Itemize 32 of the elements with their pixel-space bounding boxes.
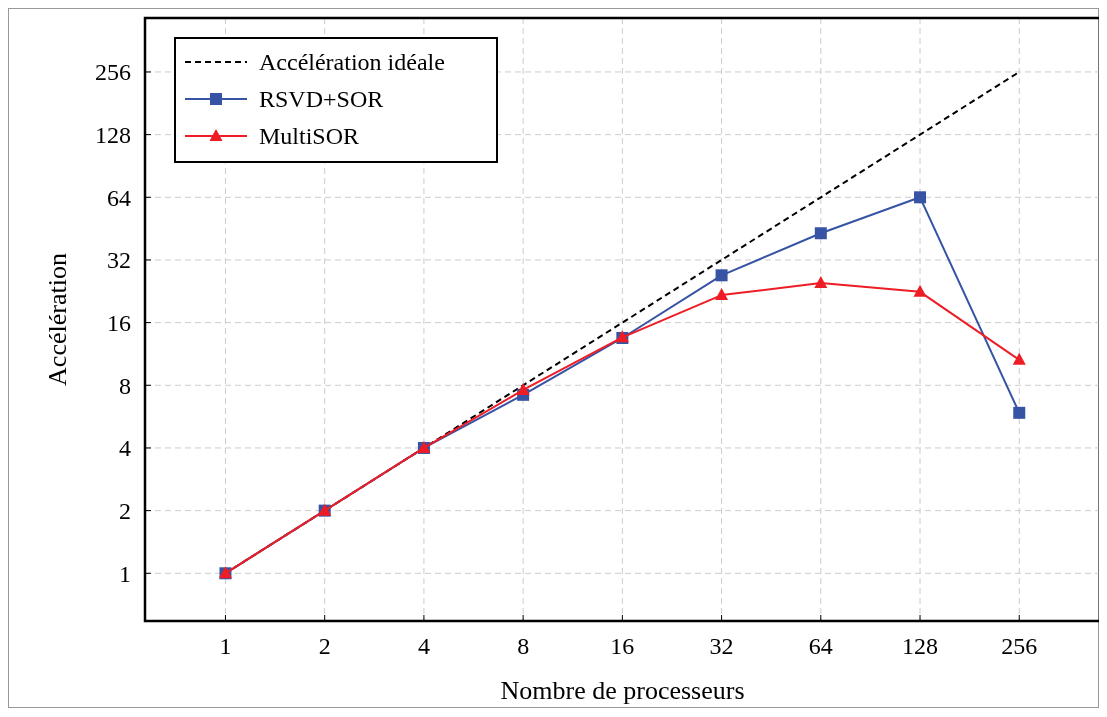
- point: [814, 227, 827, 240]
- x-axis-title: Nombre de processeurs: [500, 676, 745, 705]
- x-tick-label: 256: [1001, 633, 1038, 659]
- legend-label: Accélération idéale: [259, 49, 445, 76]
- y-tick-label: 8: [119, 372, 131, 399]
- y-tick-label: 128: [95, 122, 131, 149]
- x-tick-label: 32: [709, 633, 734, 659]
- y-axis-title: Accélération: [43, 253, 72, 386]
- point: [715, 269, 728, 282]
- x-tick-label: 4: [417, 633, 430, 659]
- legend-label: RSVD+SOR: [259, 86, 384, 113]
- y-tick-label: 4: [119, 435, 131, 462]
- point: [1012, 352, 1026, 365]
- point: [814, 276, 828, 289]
- point: [715, 288, 729, 301]
- y-tick-label: 2: [119, 498, 131, 525]
- y-tick-label: 1: [119, 560, 131, 587]
- point: [913, 284, 927, 297]
- point: [1013, 406, 1026, 419]
- point: [516, 382, 530, 395]
- x-tick-label: 2: [318, 633, 331, 659]
- y-tick-label: 32: [107, 247, 131, 274]
- y-tick-label: 256: [95, 59, 131, 86]
- y-tick-label: 64: [107, 184, 131, 211]
- y-tick-label: 16: [107, 310, 131, 337]
- x-tick-label: 1: [219, 633, 232, 659]
- point: [914, 191, 927, 204]
- x-tick-label: 128: [902, 633, 939, 659]
- legend-label: MultiSOR: [259, 123, 360, 150]
- x-tick-label: 64: [808, 633, 833, 659]
- x-tick-label: 8: [517, 633, 530, 659]
- x-tick-label: 16: [610, 633, 635, 659]
